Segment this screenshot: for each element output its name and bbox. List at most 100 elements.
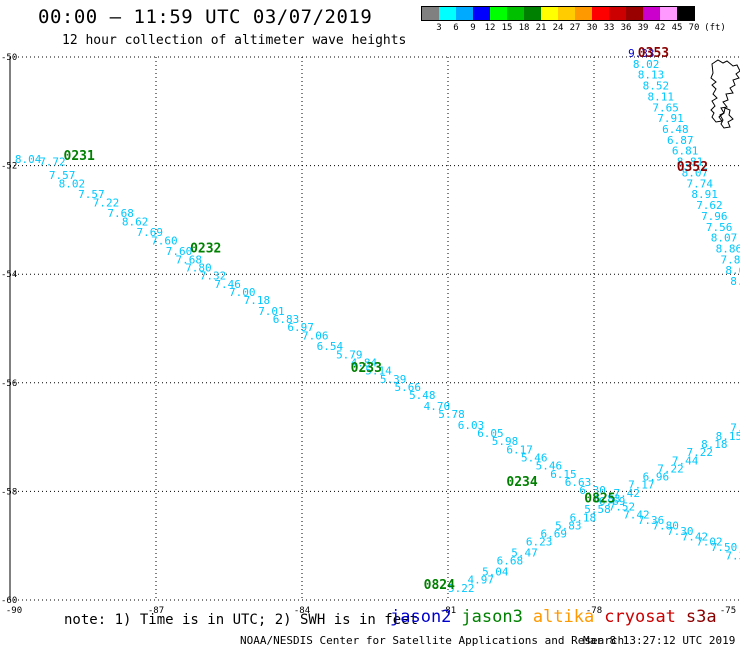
swh-value-label: 7.91 [657,112,684,125]
swh-value-label: 5.66 [394,381,421,394]
swh-value-label: 8.62 [122,215,149,228]
swh-value-label: 8.86 [716,242,740,255]
pass-time-label: 0232 [190,241,221,256]
y-tick-label: -60 [1,596,17,606]
color-scale-tick: 39 [637,23,649,33]
plot-area [10,57,740,600]
swh-value-label: 5.48 [409,389,436,402]
swh-value-label: 7.65 [652,101,679,114]
color-scale-cell [422,7,439,20]
swh-value-label: 7.68 [175,253,202,266]
swh-value-label: 7.06 [302,329,329,342]
color-scale-cells [421,6,695,21]
swh-value-label: 5.79 [336,348,363,361]
swh-value-label: 8.15 [716,430,740,443]
color-scale-cell [490,7,507,20]
legend-s3a: s3a [685,607,717,627]
swh-value-label: 6.63 [565,476,592,489]
pass-time-label: 0234 [506,475,537,490]
swh-value-label: 8.18 [701,438,728,451]
color-scale-cell [626,7,643,20]
x-tick-label: -87 [148,606,164,616]
swh-value-label: 5.46 [521,452,548,465]
y-tick-label: -50 [1,53,17,63]
swh-value-label: 6.17 [506,443,533,456]
coastline-fragment [710,59,740,129]
swh-value-label: 6.69 [599,495,626,508]
color-scale-cell [660,7,677,20]
pass-time-label: 0353 [638,46,669,61]
swh-value-label: 7.36 [638,514,665,527]
swh-value-label: 6.23 [526,536,553,549]
footer-note: note: 1) Time is in UTC; 2) SWH is in fe… [64,612,419,628]
color-scale-tick: 36 [620,23,632,33]
swh-value-label: 7.42 [613,487,640,500]
swh-value-label: 7.34 [725,549,740,562]
swh-value-label: 7.42 [682,530,709,543]
color-scale-cell [609,7,626,20]
swh-value-label: 9.33 [628,47,655,60]
y-tick-label: -56 [1,379,17,389]
color-scale-tick: 12 [484,23,496,33]
swh-value-label: 5.58 [584,503,611,516]
swh-value-label: 8.11 [648,90,675,103]
color-scale-unit: (ft) [704,23,726,33]
swh-value-label: 6.83 [273,313,300,326]
color-scale-tick: 21 [535,23,547,33]
swh-value-label: 5.46 [536,460,563,473]
color-scale-cell [439,7,456,20]
color-scale-tick: 27 [569,23,581,33]
swh-value-label: 7.96 [701,210,728,223]
color-scale-tick: 24 [552,23,564,33]
swh-value-label: 5.22 [448,582,475,595]
color-scale-ticks: 3 6 9 12 15 18 21 24 27 30 33 36 39 42 45 70 (ft) [421,21,726,35]
swh-value-label: 6.83 [594,492,621,505]
color-scale-tick: 9 [470,23,476,33]
swh-value-label: 6.68 [497,555,523,568]
swh-value-label: 7.01 [258,305,285,318]
x-tick-label: -90 [6,606,22,616]
swh-value-label: 8.91 [691,188,718,201]
swh-value-label: 7.17 [628,479,655,492]
swh-value-label: 5.04 [482,566,509,579]
legend-cryosat: cryosat [604,607,676,627]
color-scale-tick: 6 [453,23,459,33]
swh-value-label: 7.72 [39,156,65,169]
generated-timestamp: Mar 8 13:27:12 UTC 2019 [583,634,736,647]
swh-value-label: 7.57 [49,169,76,182]
swh-value-label: 6.05 [477,427,504,440]
pass-time-label: 0231 [64,149,95,164]
color-scale-cell [473,7,490,20]
satellite-legend: jason2 jason3 altika cryosat s3a [390,607,727,627]
x-tick-label: -75 [720,606,736,616]
swh-value-label: 8.68 [725,264,740,277]
color-scale-cell [541,7,558,20]
swh-value-label: 8.81 [677,156,704,169]
swh-value-label: 5.47 [511,547,538,560]
swh-value-label: 6.81 [672,145,699,158]
color-scale-tick: 42 [654,23,666,33]
swh-value-label: 7.44 [672,454,699,467]
swh-value-label: 7.68 [107,207,134,220]
swh-value-label: 6.15 [550,468,577,481]
legend-jason2: jason2 [390,607,452,627]
swh-value-label: 7.60 [151,234,178,247]
axis-tick-labels: -90 -87 -84 -81 -78 -75 -50 -52 -54 -56 -58 -60 [1,53,736,616]
swh-value-label: 4.70 [424,400,451,413]
swh-value-label: 7.42 [623,509,650,522]
color-scale-cell [592,7,609,20]
swh-value-label: 7.60 [166,245,193,258]
y-tick-label: -58 [1,487,17,497]
chart-subtitle: 12 hour collection of altimeter wave hei… [62,33,407,48]
color-scale-cell [677,7,694,20]
swh-value-label: 6.03 [458,419,485,432]
swh-values: 8.047.727.578.027.577.227.688.627.697.60… [15,47,740,595]
swh-value-label: 7.22 [657,462,684,475]
color-scale-cell [456,7,473,20]
color-scale-tick: 3 [436,23,442,33]
swh-value-label: 5.14 [365,365,392,378]
swh-value-label: 7.74 [686,177,713,190]
swh-value-label: 7.69 [137,226,164,239]
swh-value-label: 6.54 [317,340,344,353]
y-tick-label: -54 [1,270,17,280]
